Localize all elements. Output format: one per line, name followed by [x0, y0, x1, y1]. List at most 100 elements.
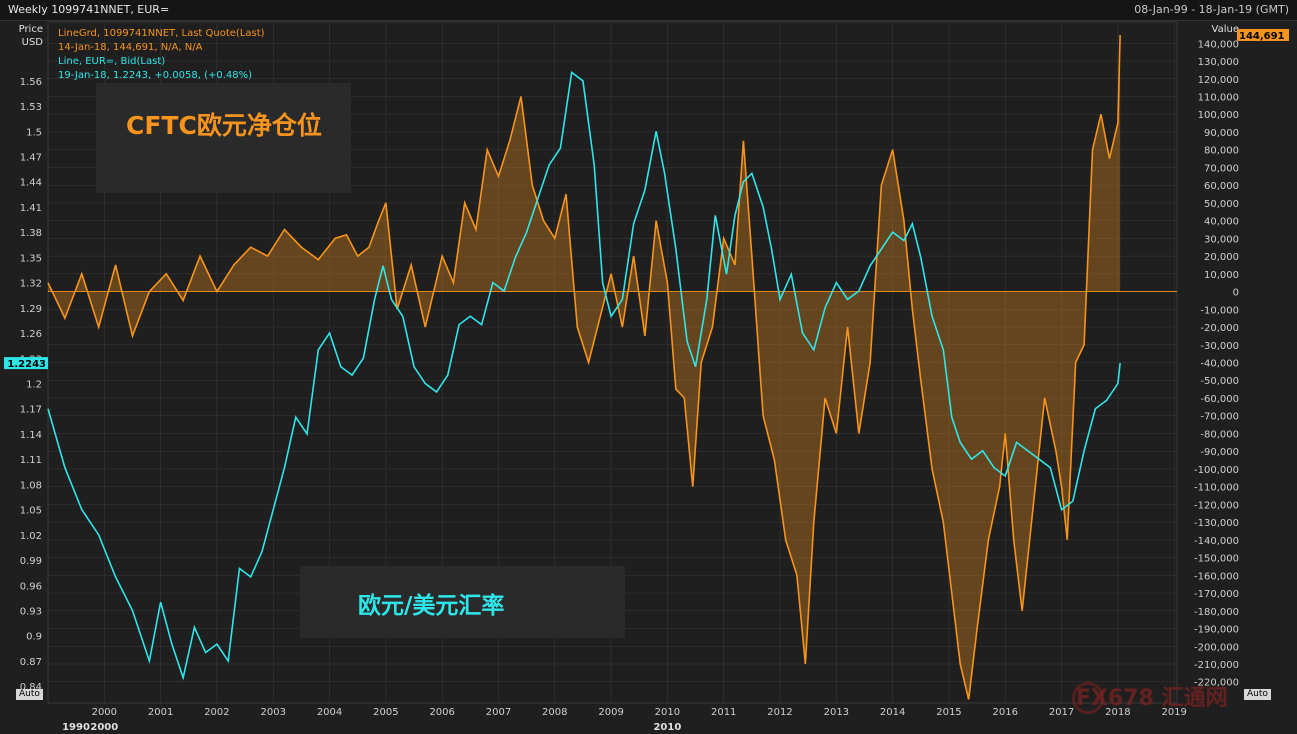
left-axis-tick-label: 1.5: [26, 127, 42, 138]
x-axis-tick-label: 2010: [655, 707, 680, 718]
right-axis-tick-label: 130,000: [1198, 57, 1239, 68]
x-axis-tick-label: 2004: [317, 707, 342, 718]
right-axis-title: Value: [1212, 24, 1239, 35]
legend-eurusd-last-value: 19-Jan-18, 1.2243, +0.0058, (+0.48%): [58, 70, 253, 81]
x-axis-tick-label: 2008: [542, 707, 567, 718]
right-axis-tick-label: -90,000: [1200, 447, 1239, 458]
x-axis-tick-label: 2000: [92, 707, 117, 718]
right-axis-tick-label: -220,000: [1194, 678, 1239, 689]
right-axis-tick-label: 50,000: [1204, 199, 1239, 210]
x-axis-tick-label: 2007: [486, 707, 511, 718]
right-axis-tick-label: -160,000: [1194, 571, 1239, 582]
left-axis-title-unit: USD: [22, 37, 44, 48]
left-axis-tick-label: 1.14: [20, 430, 42, 441]
right-axis-tick-label: -170,000: [1194, 589, 1239, 600]
left-axis-tick-label: 1.05: [20, 506, 42, 517]
x-axis-tick-label: 2003: [261, 707, 286, 718]
x-axis-tick-label: 2017: [1049, 707, 1074, 718]
right-axis-tick-label: -20,000: [1200, 323, 1239, 334]
left-last-value-label: 1.2243: [7, 359, 46, 370]
fx-annotation-label: 欧元/美元汇率: [358, 593, 505, 619]
x-axis-tick-label: 2012: [767, 707, 792, 718]
left-axis-tick-label: 1.17: [20, 405, 42, 416]
x-axis-tick-label: 2005: [373, 707, 398, 718]
left-axis-tick-label: 1.2: [26, 380, 42, 391]
right-axis-tick-label: -180,000: [1194, 607, 1239, 618]
right-axis-tick-label: -30,000: [1200, 341, 1239, 352]
x-axis-tick-label: 2015: [936, 707, 961, 718]
left-axis-tick-label: 1.47: [20, 153, 42, 164]
right-axis-tick-label: -50,000: [1200, 376, 1239, 387]
left-axis-tick-label: 1.44: [20, 178, 42, 189]
left-axis-auto-scale-button[interactable]: Auto: [16, 689, 43, 700]
left-axis-tick-label: 0.96: [20, 581, 42, 592]
left-axis-tick-label: 1.02: [20, 531, 42, 542]
x-axis-decade-label: 2000: [90, 722, 118, 733]
legend-cftc-series-name: LineGrd, 1099741NNET, Last Quote(Last): [58, 28, 265, 39]
right-axis-tick-label: -210,000: [1194, 660, 1239, 671]
left-axis-tick-label: 0.93: [20, 607, 42, 618]
right-axis-tick-label: -120,000: [1194, 500, 1239, 511]
right-axis-tick-label: 80,000: [1204, 146, 1239, 157]
right-axis-tick-label: 70,000: [1204, 163, 1239, 174]
right-axis-tick-label: -190,000: [1194, 625, 1239, 636]
left-axis-title: Price: [19, 24, 43, 35]
x-axis-tick-label: 2011: [711, 707, 736, 718]
right-axis-tick-label: 10,000: [1204, 270, 1239, 281]
right-axis-tick-label: 100,000: [1198, 110, 1239, 121]
right-axis-tick-label: 60,000: [1204, 181, 1239, 192]
left-axis-tick-label: 1.11: [20, 455, 42, 466]
right-axis-tick-label: 30,000: [1204, 234, 1239, 245]
left-axis-tick-label: 1.29: [20, 304, 42, 315]
right-axis-tick-label: -80,000: [1200, 429, 1239, 440]
left-axis-tick-label: 0.84: [20, 682, 42, 693]
left-axis-tick-label: 1.35: [20, 253, 42, 264]
x-axis-decade-label: 2010: [653, 722, 681, 733]
right-axis-tick-label: 110,000: [1198, 92, 1239, 103]
cftc-annotation-box: [96, 83, 351, 193]
left-axis-tick-label: 1.38: [20, 228, 42, 239]
eurusd-series-line: [47, 71, 1121, 681]
right-last-value-badge: [1237, 28, 1289, 41]
chart-header-bar: Weekly 1099741NNET, EUR= 08-Jan-99 - 18-…: [0, 0, 1297, 21]
right-axis-tick-label: -40,000: [1200, 359, 1239, 370]
left-axis-tick-label: 1.41: [20, 203, 42, 214]
left-last-value-badge: [4, 357, 48, 370]
watermark-logo-icon: [1072, 682, 1104, 714]
right-axis-auto-scale-button[interactable]: Auto: [1244, 689, 1271, 700]
legend-eurusd-series-name: Line, EUR=, Bid(Last): [58, 56, 166, 67]
fx-annotation-box: [300, 566, 625, 638]
x-axis-tick-label: 2014: [880, 707, 905, 718]
x-axis-tick-label: 2009: [598, 707, 623, 718]
right-axis-tick-label: 40,000: [1204, 217, 1239, 228]
left-axis-tick-label: 0.99: [20, 556, 42, 567]
cftc-series-line: [47, 34, 1121, 700]
right-axis-tick-label: 20,000: [1204, 252, 1239, 263]
left-axis-tick-label: 1.08: [20, 480, 42, 491]
right-axis-tick-label: -130,000: [1194, 518, 1239, 529]
x-axis-tick-label: 2001: [148, 707, 173, 718]
x-axis-tick-label: 2016: [993, 707, 1018, 718]
x-axis-tick-label: 2019: [1161, 707, 1186, 718]
right-axis-tick-label: -150,000: [1194, 554, 1239, 565]
watermark-text: FX678 汇通网: [1076, 686, 1228, 711]
x-axis-tick-label: 2002: [204, 707, 229, 718]
right-axis-tick-label: -70,000: [1200, 412, 1239, 423]
right-axis-tick-label: 90,000: [1204, 128, 1239, 139]
right-axis-tick-label: 0: [1233, 288, 1239, 299]
right-last-value-label: 144,691: [1239, 31, 1285, 42]
left-axis-tick-label: 1.32: [20, 279, 42, 290]
x-axis-tick-label: 2006: [429, 707, 454, 718]
right-axis-tick-label: -60,000: [1200, 394, 1239, 405]
left-axis-tick-label: 0.9: [26, 632, 42, 643]
cftc-annotation-label: CFTC欧元净仓位: [126, 111, 322, 140]
x-axis-tick-label: 2013: [824, 707, 849, 718]
chart-title: Weekly 1099741NNET, EUR=: [8, 3, 170, 16]
right-axis-tick-label: -100,000: [1194, 465, 1239, 476]
left-axis-tick-label: 1.56: [20, 77, 42, 88]
x-axis-decade-label: 1990: [62, 722, 90, 733]
date-range-label: 08-Jan-99 - 18-Jan-19 (GMT): [1134, 3, 1289, 16]
x-axis-tick-label: 2018: [1105, 707, 1130, 718]
left-axis-tick-label: 1.53: [20, 102, 42, 113]
legend-cftc-last-value: 14-Jan-18, 144,691, N/A, N/A: [58, 42, 203, 53]
